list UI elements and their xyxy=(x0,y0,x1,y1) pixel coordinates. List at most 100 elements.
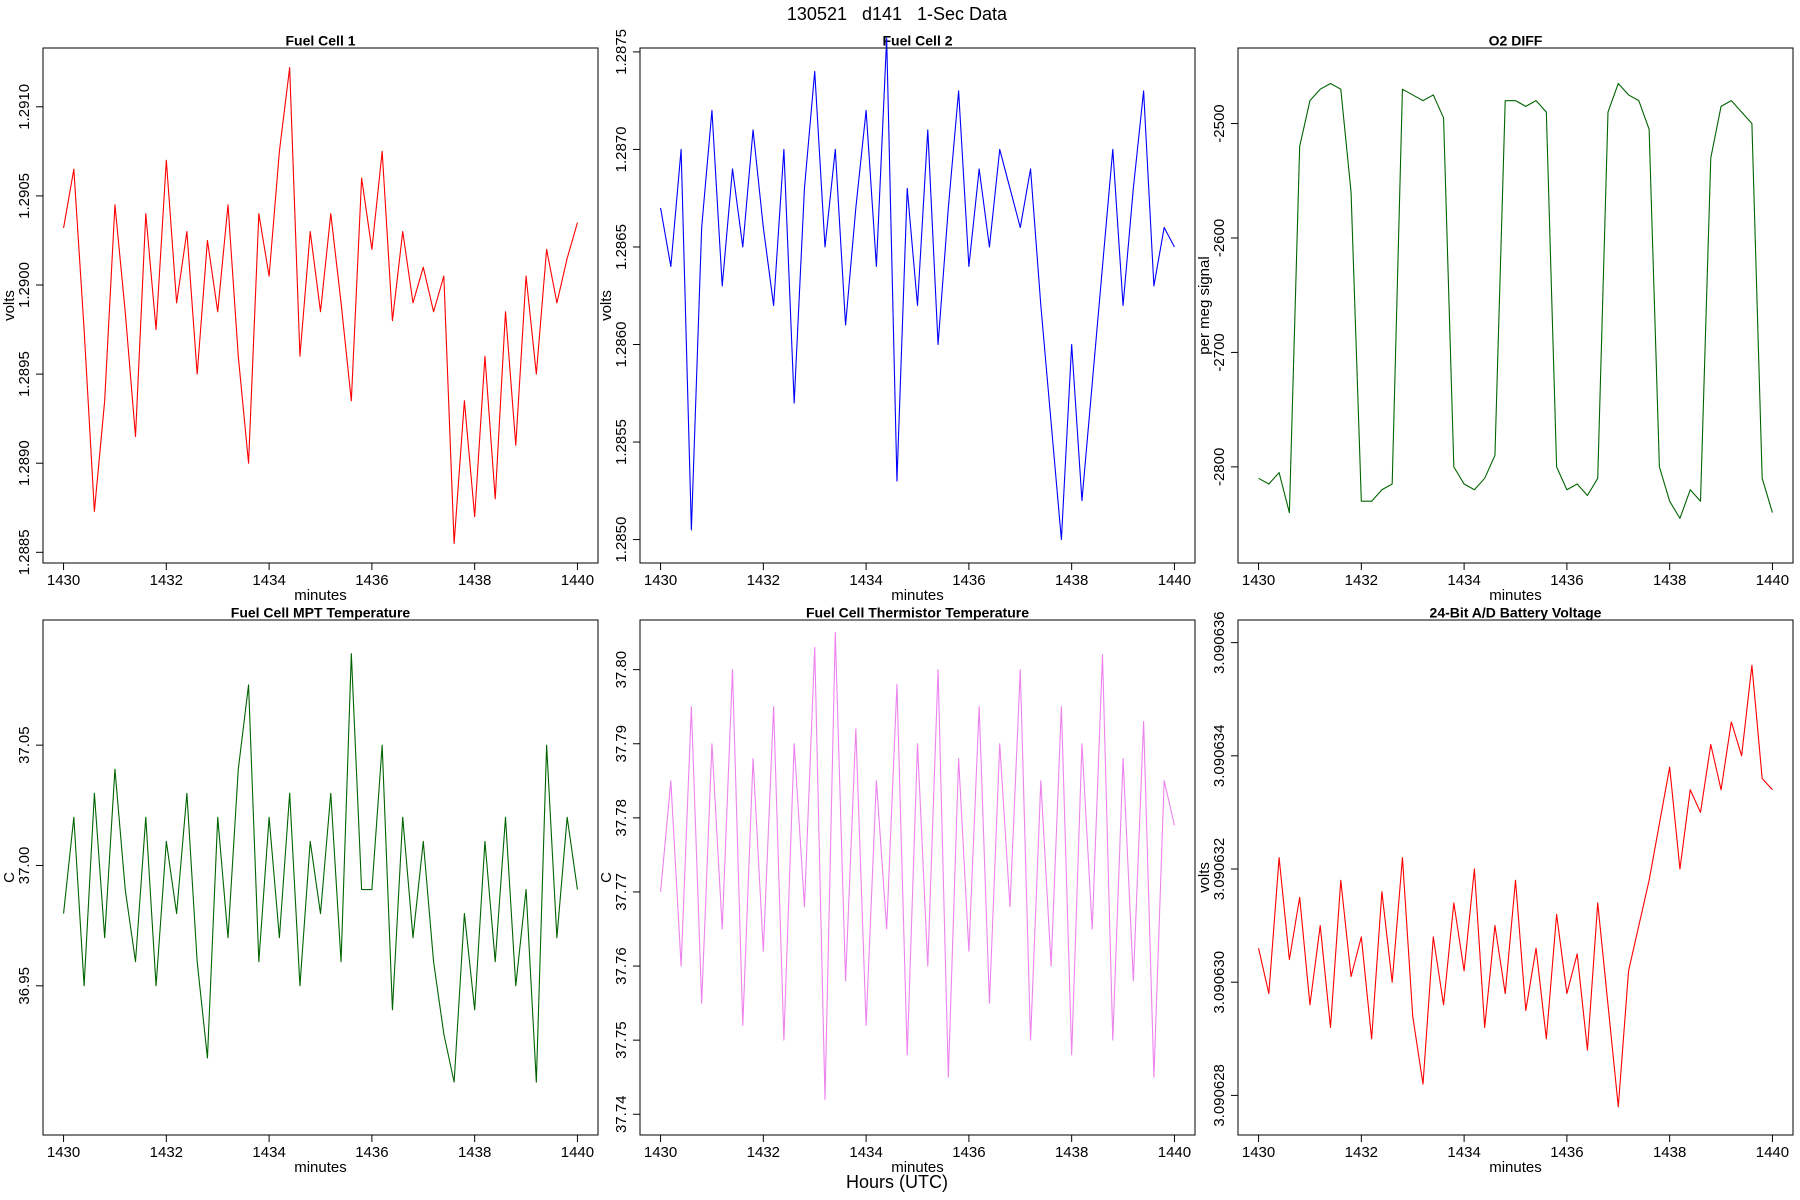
x-tick-label: 1440 xyxy=(1756,1144,1789,1161)
data-line xyxy=(660,37,1175,541)
y-tick-label: 1.2860 xyxy=(613,322,630,368)
y-tick-label: 1.2865 xyxy=(613,224,630,270)
x-tick-label: 1438 xyxy=(1055,1144,1088,1161)
x-tick-label: 1440 xyxy=(1158,1144,1191,1161)
y-tick-label: 37.80 xyxy=(613,651,630,689)
panel-title: Fuel Cell Thermistor Temperature xyxy=(806,605,1029,621)
y-tick-label: 3.090634 xyxy=(1211,725,1228,788)
x-tick-label: 1432 xyxy=(150,1144,183,1161)
x-tick-label: 1440 xyxy=(1756,572,1789,589)
x-tick-label: 1432 xyxy=(747,1144,780,1161)
x-tick-label: 1438 xyxy=(1653,1144,1686,1161)
plot-frame xyxy=(42,619,599,1136)
data-line xyxy=(1258,664,1773,1108)
y-tick-label: 1.2910 xyxy=(16,84,33,130)
y-tick-label: 3.090630 xyxy=(1211,951,1228,1014)
y-tick-label: 3.090632 xyxy=(1211,838,1228,901)
x-tick-label: 1430 xyxy=(47,572,80,589)
x-tick-label: 1430 xyxy=(644,572,677,589)
y-tick-label: 1.2855 xyxy=(613,419,630,465)
x-tick-label: 1436 xyxy=(1550,1144,1583,1161)
x-axis-label: minutes xyxy=(891,1159,944,1176)
data-line xyxy=(63,653,578,1083)
y-axis-label: volts xyxy=(1,290,18,321)
y-tick-label: 1.2850 xyxy=(613,517,630,563)
y-tick-label: 1.2895 xyxy=(16,351,33,397)
x-tick-label: 1432 xyxy=(150,572,183,589)
y-tick-label: 37.05 xyxy=(16,726,33,764)
y-tick-label: 1.2905 xyxy=(16,173,33,219)
plot-frame xyxy=(639,47,1196,564)
x-tick-label: 1434 xyxy=(252,1144,285,1161)
x-tick-label: 1436 xyxy=(1550,572,1583,589)
x-tick-label: 1430 xyxy=(644,1144,677,1161)
x-axis-label: minutes xyxy=(294,587,347,604)
figure-title: 130521 d141 1-Sec Data xyxy=(787,4,1008,24)
panel-title: 24-Bit A/D Battery Voltage xyxy=(1430,605,1602,621)
y-axis-label: volts xyxy=(1196,862,1213,893)
figure-footer: Hours (UTC) xyxy=(846,1172,948,1192)
y-axis-label: C xyxy=(1,872,18,883)
y-tick-label: 37.00 xyxy=(16,847,33,885)
panel-title: Fuel Cell 2 xyxy=(882,33,952,49)
y-tick-label: 37.79 xyxy=(613,725,630,763)
plot-frame xyxy=(42,47,599,564)
y-axis-label: per meg signal xyxy=(1196,256,1213,354)
y-tick-label: 37.76 xyxy=(613,947,630,985)
x-tick-label: 1434 xyxy=(1447,572,1480,589)
y-tick-label: 37.75 xyxy=(613,1021,630,1059)
data-line xyxy=(660,632,1175,1100)
y-tick-label: 36.95 xyxy=(16,967,33,1005)
y-tick-label: -2500 xyxy=(1211,104,1228,142)
x-tick-label: 1430 xyxy=(1242,1144,1275,1161)
y-tick-label: 1.2885 xyxy=(16,529,33,575)
y-tick-label: 1.2870 xyxy=(613,126,630,172)
x-axis-label: minutes xyxy=(1489,587,1542,604)
data-line xyxy=(63,67,578,544)
x-tick-label: 1434 xyxy=(849,1144,882,1161)
y-tick-label: 1.2875 xyxy=(613,29,630,75)
x-tick-label: 1430 xyxy=(1242,572,1275,589)
panel-title: Fuel Cell MPT Temperature xyxy=(231,605,411,621)
y-tick-label: 37.74 xyxy=(613,1095,630,1133)
x-tick-label: 1438 xyxy=(458,572,491,589)
y-tick-label: 37.77 xyxy=(613,873,630,911)
y-tick-label: 1.2890 xyxy=(16,440,33,486)
x-tick-label: 1436 xyxy=(952,1144,985,1161)
x-tick-label: 1438 xyxy=(1653,572,1686,589)
x-tick-label: 1436 xyxy=(952,572,985,589)
x-axis-label: minutes xyxy=(294,1159,347,1176)
y-tick-label: 3.090636 xyxy=(1211,611,1228,674)
y-tick-label: 3.090628 xyxy=(1211,1064,1228,1127)
plot-frame xyxy=(1237,47,1794,564)
y-tick-label: 1.2900 xyxy=(16,262,33,308)
x-tick-label: 1434 xyxy=(1447,1144,1480,1161)
x-tick-label: 1430 xyxy=(47,1144,80,1161)
plot-frame xyxy=(1237,619,1794,1136)
x-tick-label: 1432 xyxy=(1345,572,1378,589)
data-line xyxy=(1258,82,1773,519)
panel-title: O2 DIFF xyxy=(1489,33,1543,49)
x-tick-label: 1438 xyxy=(1055,572,1088,589)
y-tick-label: -2600 xyxy=(1211,219,1228,257)
plot-frame xyxy=(639,619,1196,1136)
x-tick-label: 1432 xyxy=(747,572,780,589)
x-axis-label: minutes xyxy=(891,587,944,604)
x-tick-label: 1440 xyxy=(561,572,594,589)
x-tick-label: 1436 xyxy=(355,1144,388,1161)
x-tick-label: 1440 xyxy=(561,1144,594,1161)
x-tick-label: 1434 xyxy=(252,572,285,589)
x-tick-label: 1438 xyxy=(458,1144,491,1161)
x-tick-label: 1434 xyxy=(849,572,882,589)
x-axis-label: minutes xyxy=(1489,1159,1542,1176)
y-tick-label: 37.78 xyxy=(613,799,630,837)
panel-title: Fuel Cell 1 xyxy=(285,33,355,49)
y-axis-label: C xyxy=(598,872,615,883)
y-tick-label: -2800 xyxy=(1211,448,1228,486)
x-tick-label: 1440 xyxy=(1158,572,1191,589)
y-axis-label: volts xyxy=(598,290,615,321)
x-tick-label: 1432 xyxy=(1345,1144,1378,1161)
